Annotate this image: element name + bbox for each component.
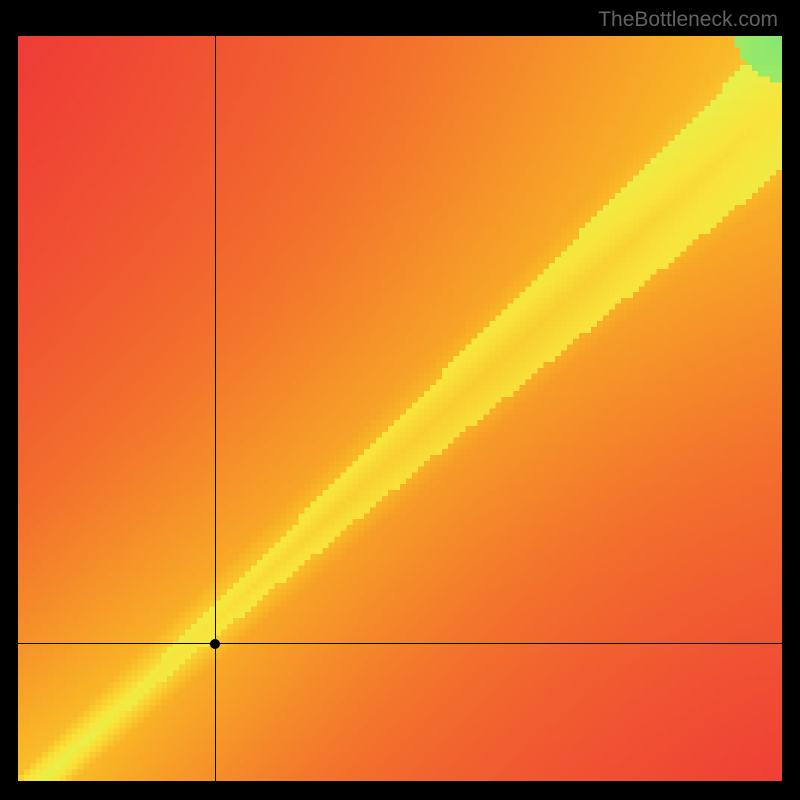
heatmap-plot bbox=[18, 36, 782, 781]
crosshair-horizontal bbox=[18, 643, 782, 644]
crosshair-vertical bbox=[215, 36, 216, 781]
chart-container: TheBottleneck.com bbox=[0, 0, 800, 800]
bottleneck-marker bbox=[210, 639, 220, 649]
heatmap-canvas bbox=[18, 36, 782, 781]
watermark-text: TheBottleneck.com bbox=[598, 8, 778, 32]
